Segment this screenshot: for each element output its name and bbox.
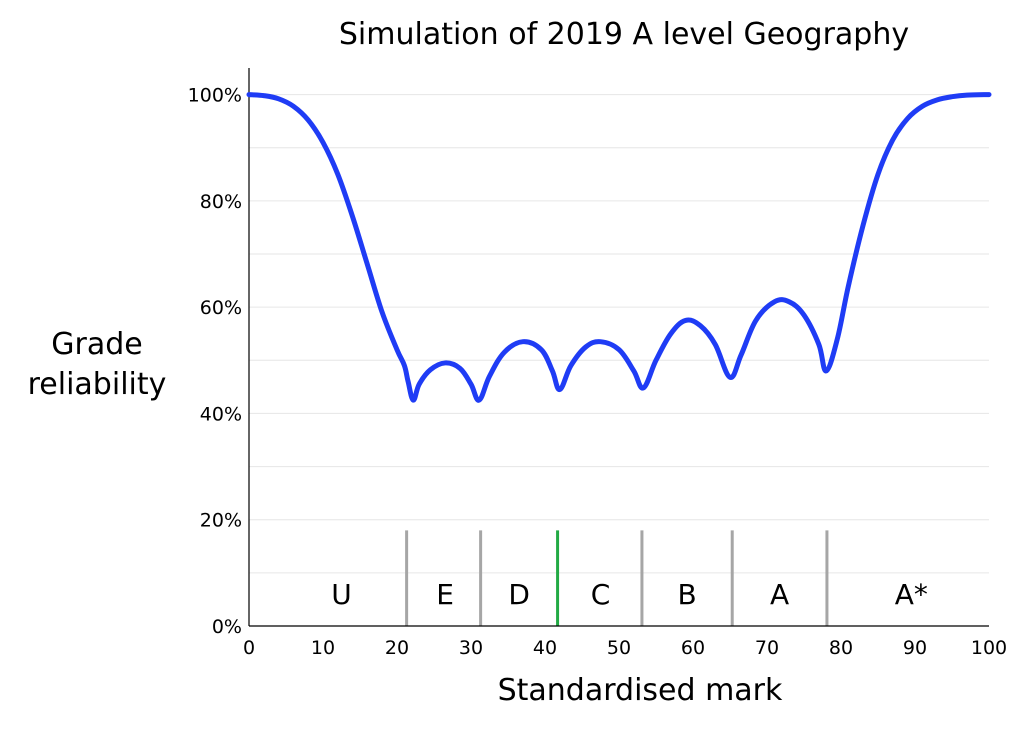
y-tick-label: 0% [212, 616, 242, 638]
grade-labels: U E D C B A A* [331, 578, 928, 611]
x-tick-label: 60 [681, 637, 705, 659]
y-tick-label: 80% [200, 191, 242, 213]
x-tick-labels: 0 10 20 30 40 50 60 70 80 90 100 [243, 637, 1007, 659]
grade-label: D [508, 578, 530, 611]
grid-lines [249, 94, 989, 574]
y-axis-title-line1: Grade [51, 327, 142, 362]
grade-label: A* [895, 578, 928, 611]
x-tick-label: 50 [607, 637, 631, 659]
grade-label: B [677, 578, 696, 611]
x-tick-label: 10 [311, 637, 335, 659]
grade-label: E [436, 578, 454, 611]
y-axis-title-line2: reliability [28, 367, 167, 402]
grade-label: C [591, 578, 611, 611]
x-axis-title: Standardised mark [498, 673, 783, 708]
grade-label: U [331, 578, 352, 611]
y-tick-labels: 0% 20% 40% 60% 80% 100% [188, 85, 242, 638]
series [246, 92, 992, 403]
y-tick-label: 60% [200, 297, 242, 319]
x-tick-label: 70 [755, 637, 779, 659]
y-tick-label: 100% [188, 85, 242, 107]
x-tick-label: 20 [385, 637, 409, 659]
grade-boundaries [405, 530, 829, 626]
x-tick-label: 40 [533, 637, 557, 659]
x-tick-label: 100 [971, 637, 1007, 659]
x-tick-label: 30 [459, 637, 483, 659]
grade-label: A [770, 578, 789, 611]
x-tick-label: 90 [903, 637, 927, 659]
chart-title: Simulation of 2019 A level Geography [339, 17, 909, 52]
y-tick-label: 40% [200, 403, 242, 425]
x-tick-label: 0 [243, 637, 255, 659]
reliability-line [246, 92, 992, 403]
y-tick-label: 20% [200, 510, 242, 532]
x-tick-label: 80 [829, 637, 853, 659]
